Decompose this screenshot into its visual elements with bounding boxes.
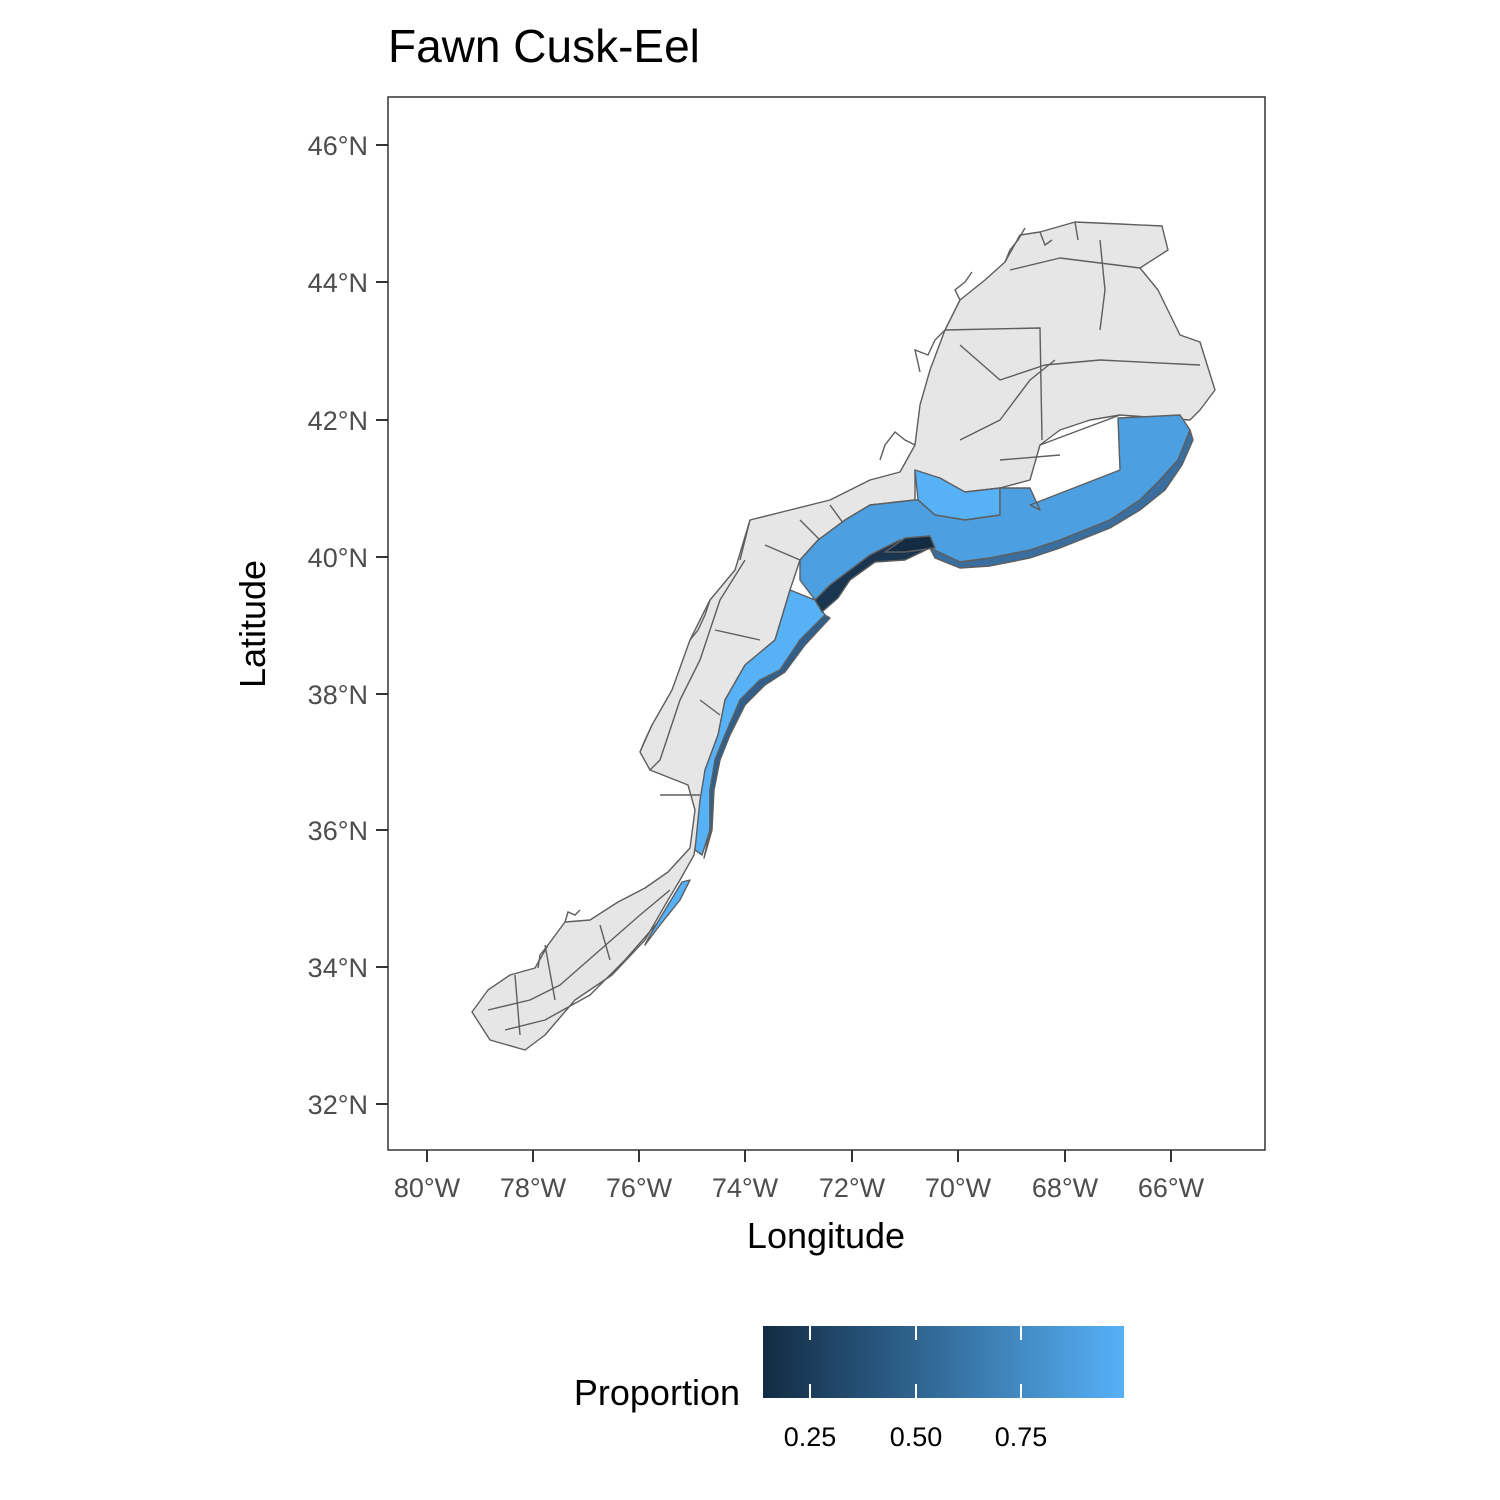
x-tick-label: 74°W: [712, 1173, 779, 1203]
y-tick: 38°N: [308, 680, 388, 710]
y-tick: 40°N: [308, 543, 388, 573]
coastline-detail: [537, 221, 1079, 969]
x-axis-title: Longitude: [747, 1215, 905, 1256]
x-tick-label: 80°W: [394, 1173, 461, 1203]
y-tick-label: 42°N: [308, 406, 368, 436]
x-tick: 80°W: [394, 1150, 461, 1203]
stratum-deep-edge-band: [929, 429, 1194, 569]
legend-ticks: [809, 1326, 1022, 1398]
stratum-navy-hudson: [814, 539, 931, 613]
stratum-southern-deep-edge: [703, 614, 831, 859]
x-tick: 76°W: [606, 1150, 673, 1203]
y-tick: 46°N: [308, 131, 388, 161]
x-tick: 72°W: [819, 1150, 886, 1203]
stratum-navy-deep-canyon: [884, 535, 936, 553]
y-tick-label: 38°N: [308, 680, 368, 710]
x-tick: 68°W: [1032, 1150, 1099, 1203]
y-axis: 46°N 44°N 42°N 40°N 38°N 36°N 34°N 32°N: [308, 131, 388, 1120]
x-tick-label: 70°W: [925, 1173, 992, 1203]
legend-title: Proportion: [574, 1372, 740, 1413]
x-tick-label: 78°W: [500, 1173, 567, 1203]
legend-label: 0.50: [890, 1422, 943, 1452]
y-tick-label: 36°N: [308, 816, 368, 846]
legend-colorbar: [763, 1326, 1124, 1398]
y-tick-label: 34°N: [308, 953, 368, 983]
x-axis: 80°W 78°W 76°W 74°W 72°W 70°W 68°W 66°W: [394, 1150, 1205, 1203]
x-tick-label: 66°W: [1138, 1173, 1205, 1203]
y-tick-label: 32°N: [308, 1090, 368, 1120]
x-tick: 70°W: [925, 1150, 992, 1203]
y-tick: 44°N: [308, 268, 388, 298]
y-tick: 42°N: [308, 406, 388, 436]
y-tick-label: 44°N: [308, 268, 368, 298]
chart-title: Fawn Cusk-Eel: [388, 20, 700, 72]
x-tick: 66°W: [1138, 1150, 1205, 1203]
y-tick-label: 40°N: [308, 543, 368, 573]
x-tick-label: 76°W: [606, 1173, 673, 1203]
survey-strata-map: [471, 221, 1216, 1051]
stratum-blue-carolina-edge: [644, 879, 691, 946]
x-tick: 74°W: [712, 1150, 779, 1203]
y-tick: 36°N: [308, 816, 388, 846]
legend: Proportion 0.25 0.50 0.75: [574, 1326, 1124, 1452]
y-tick: 34°N: [308, 953, 388, 983]
legend-label: 0.75: [995, 1422, 1048, 1452]
x-tick: 78°W: [500, 1150, 567, 1203]
y-tick: 32°N: [308, 1090, 388, 1120]
x-tick-label: 72°W: [819, 1173, 886, 1203]
legend-label: 0.25: [784, 1422, 837, 1452]
y-tick-label: 46°N: [308, 131, 368, 161]
x-tick-label: 68°W: [1032, 1173, 1099, 1203]
y-axis-title: Latitude: [232, 560, 273, 688]
